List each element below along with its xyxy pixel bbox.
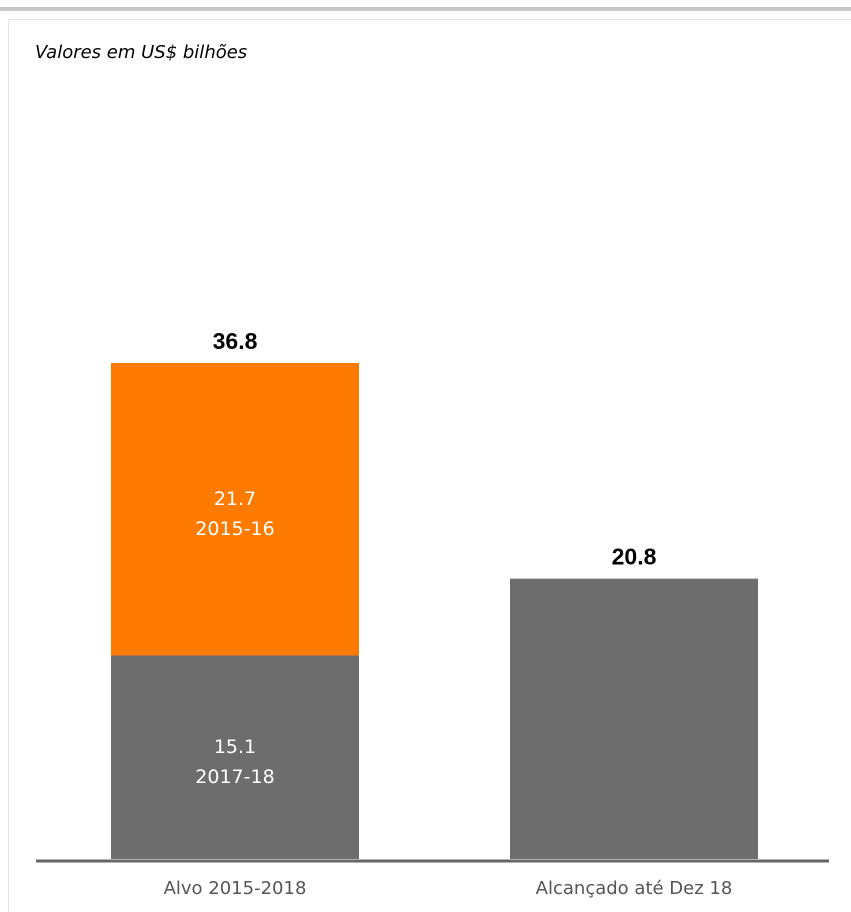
labels-layer: 15.1 2017-18 21.7 2015-16 36.8 Alvo 2015-2018…	[164, 328, 733, 899]
segment-period-label: 2017-18	[195, 766, 274, 788]
bars-layer	[111, 363, 758, 859]
bar-total-label: 36.8	[213, 328, 258, 354]
bar-segment-1-1	[111, 655, 359, 859]
category-label: Alvo 2015-2018	[164, 878, 307, 899]
bar-total-label: 20.8	[612, 544, 657, 570]
chart-frame	[8, 19, 851, 912]
category-label: Alcançado até Dez 18	[536, 878, 733, 899]
bar-segment-1-2	[111, 363, 359, 656]
chart-subtitle: Valores em US$ bilhões	[35, 42, 248, 63]
segment-value-label: 21.7	[214, 488, 256, 510]
bar-segment-2-1	[510, 578, 758, 859]
segment-period-label: 2015-16	[195, 518, 274, 540]
segment-value-label: 15.1	[214, 736, 256, 758]
top-divider	[0, 7, 851, 11]
